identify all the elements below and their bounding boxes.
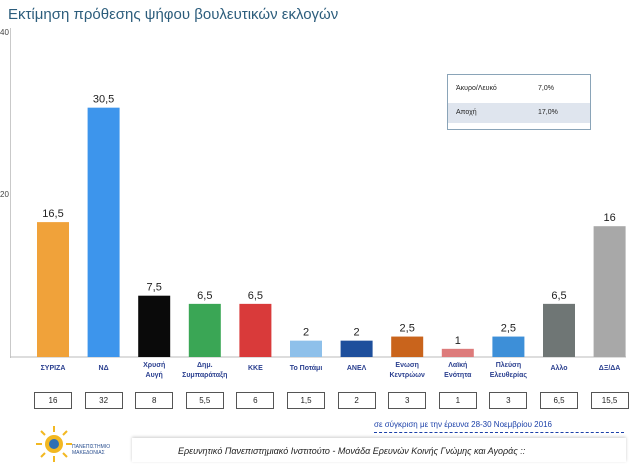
bar-8 <box>441 348 474 357</box>
bar-4 <box>239 303 272 357</box>
category-label-5: Το Ποτάμι <box>290 365 323 372</box>
bar-11 <box>593 226 626 357</box>
category-label-2-line-1: Αυγή <box>146 372 163 379</box>
bar-3 <box>188 303 221 357</box>
category-label-4: ΚΚΕ <box>248 365 263 372</box>
comparison-value-0: 16 <box>34 392 72 409</box>
category-label-7-line-0: Ενωση <box>395 362 419 369</box>
bar-value-label-7: 2,5 <box>400 323 415 335</box>
bar-value-label-3: 6,5 <box>197 290 212 302</box>
bar-value-label-5: 2 <box>303 327 309 339</box>
bar-value-label-2: 7,5 <box>147 282 162 294</box>
category-label-6: ΑΝΕΛ <box>347 365 367 372</box>
comparison-value-10: 6,5 <box>540 392 578 409</box>
category-label-9-line-0: Πλεύση <box>496 361 521 369</box>
bar-value-label-6: 2 <box>354 327 360 339</box>
bar-0 <box>37 222 69 357</box>
bar-value-label-4: 6,5 <box>248 290 263 302</box>
footer-text: Ερευνητικό Πανεπιστημιακό Ινστιτούτο - Μ… <box>178 446 526 456</box>
bar-10 <box>543 303 575 357</box>
legend-value-abstention: 17,0% <box>538 109 558 116</box>
category-label-0: ΣΥΡΙΖΑ <box>41 365 66 372</box>
plot-frame <box>10 28 627 358</box>
bar-value-label-1: 30,5 <box>93 94 114 106</box>
abstention-table: Άκυρο/Λευκό 7,0% Αποχή 17,0% <box>447 74 591 130</box>
bar-value-label-11: 16 <box>603 212 615 224</box>
comparison-value-9: 3 <box>489 392 528 409</box>
comparison-value-2: 8 <box>135 392 174 409</box>
y-tick-20: 20 <box>0 190 9 199</box>
comparison-value-6: 2 <box>337 392 376 409</box>
category-label-9-line-1: Ελευθερίας <box>490 371 528 379</box>
bar-value-label-10: 6,5 <box>551 290 566 302</box>
legend-row-abstention: Αποχή 17,0% <box>448 103 590 123</box>
comparison-value-3: 5,5 <box>185 392 224 409</box>
category-label-3-line-1: Συμπαράταξη <box>182 372 227 379</box>
category-label-8-line-1: Ενότητα <box>444 372 472 379</box>
comparison-value-1: 32 <box>84 392 123 409</box>
comparison-value-11: 15,5 <box>590 392 629 409</box>
category-label-2-line-0: Χρυσή <box>143 362 165 369</box>
bar-value-label-0: 16,5 <box>42 208 63 220</box>
bar-7 <box>391 336 424 357</box>
category-label-7-line-1: Κεντρώων <box>389 372 425 379</box>
bar-9 <box>492 336 525 357</box>
category-label-3-line-0: Δημ. <box>197 362 213 369</box>
category-label-8-line-0: Λαϊκή <box>448 362 467 369</box>
logo-text: ΠΑΝΕΠΙΣΤΗΜΙΟ ΜΑΚΕΔΟΝΙΑΣ <box>72 444 111 456</box>
bar-5 <box>290 340 322 357</box>
y-tick-40: 40 <box>0 28 9 37</box>
bar-value-label-8: 1 <box>455 335 461 347</box>
bar-value-label-9: 2,5 <box>501 323 516 335</box>
comparison-value-5: 1,5 <box>287 392 325 409</box>
category-label-1: ΝΔ <box>99 365 109 372</box>
legend-label-abstention: Αποχή <box>456 109 477 116</box>
footer-bar <box>132 438 626 462</box>
sun-logo-icon <box>34 424 74 464</box>
bar-1 <box>87 107 120 357</box>
bar-6 <box>340 340 373 357</box>
category-label-11: ΔΞ/ΔΑ <box>599 365 621 372</box>
bar-chart: 16,5ΣΥΡΙΖΑ30,5ΝΔ7,5ΧρυσήΑυγή6,5Δημ.Συμπα… <box>10 94 626 379</box>
comparison-caption: σε σύγκριση με την έρευνα 28-30 Νοεμβρίο… <box>374 420 552 429</box>
category-label-10: Αλλο <box>550 364 567 372</box>
chart-title: Εκτίμηση πρόθεσης ψήφου βουλευτικών εκλο… <box>8 6 339 23</box>
legend-value-blank: 7,0% <box>538 85 554 92</box>
bar-2 <box>138 295 171 357</box>
legend-row-blank: Άκυρο/Λευκό 7,0% <box>448 79 590 99</box>
comparison-value-4: 6 <box>236 392 275 409</box>
comparison-value-7: 3 <box>388 392 427 409</box>
comparison-value-8: 1 <box>438 392 477 409</box>
comparison-underline <box>374 432 624 433</box>
legend-label-blank: Άκυρο/Λευκό <box>456 85 497 92</box>
